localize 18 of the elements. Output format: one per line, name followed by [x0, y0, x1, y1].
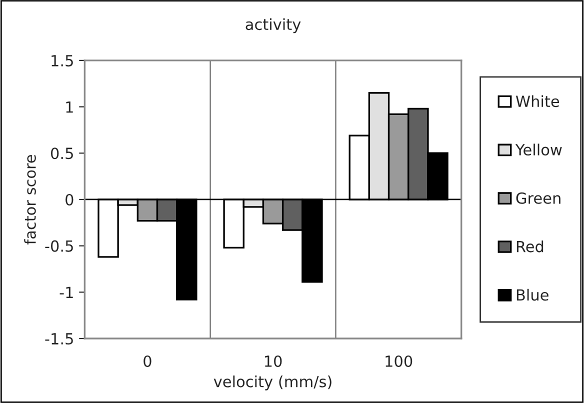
y-tick-label: 0 — [66, 194, 74, 206]
y-axis-title: factor score — [24, 154, 36, 244]
y-tick-label: -1 — [60, 286, 73, 298]
x-tick-label: 0 — [144, 355, 152, 368]
y-tick-label: -0.5 — [45, 240, 73, 252]
y-tick-label: 1 — [66, 101, 73, 113]
y-tick-label: 0.5 — [50, 148, 73, 160]
chart-title: activity — [246, 18, 301, 34]
x-tick-label: 100 — [386, 355, 412, 368]
y-tick-label: -1.5 — [45, 333, 73, 345]
legend-label: White — [516, 95, 560, 108]
x-tick-label: 10 — [264, 355, 282, 368]
legend-label: Blue — [516, 288, 548, 301]
legend-label: Red — [516, 240, 544, 252]
x-axis-title: velocity (mm/s) — [214, 376, 332, 390]
legend-label: Green — [516, 192, 560, 204]
legend-label: Yellow — [515, 144, 562, 156]
y-tick-label: 1.5 — [52, 55, 73, 66]
